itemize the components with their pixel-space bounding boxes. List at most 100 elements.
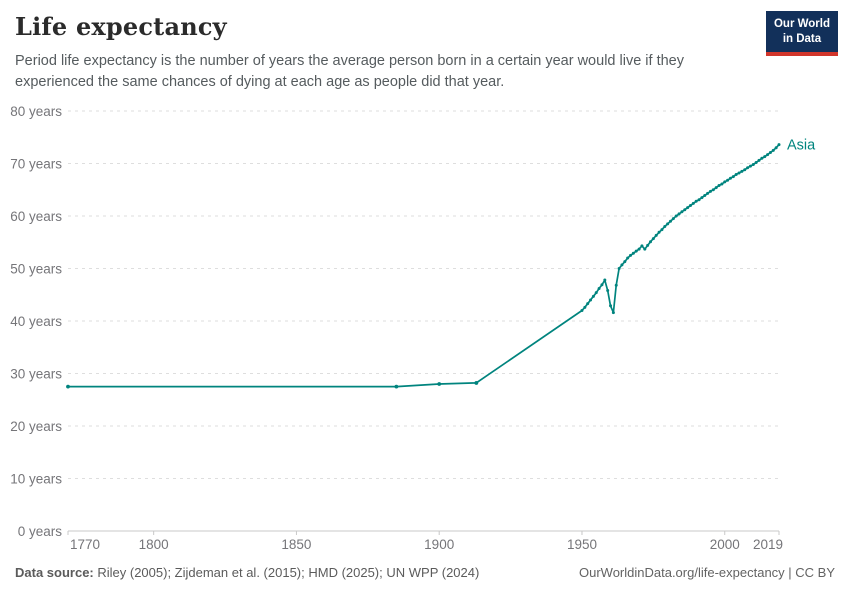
- data-point-marker[interactable]: [746, 166, 750, 170]
- data-point-marker[interactable]: [726, 178, 730, 182]
- x-axis-tick-label: 1800: [139, 537, 169, 552]
- data-point-marker[interactable]: [743, 168, 747, 172]
- data-point-marker[interactable]: [646, 243, 650, 247]
- data-point-marker[interactable]: [640, 244, 644, 248]
- data-point-marker[interactable]: [660, 228, 664, 232]
- data-point-marker[interactable]: [580, 309, 584, 312]
- data-point-marker[interactable]: [723, 180, 727, 184]
- data-point-marker[interactable]: [657, 230, 661, 234]
- data-point-marker[interactable]: [740, 169, 744, 173]
- y-axis-tick-label: 40 years: [10, 314, 62, 329]
- data-point-marker[interactable]: [671, 217, 675, 221]
- data-point-marker[interactable]: [586, 302, 590, 306]
- data-point-marker[interactable]: [717, 184, 721, 188]
- data-point-marker[interactable]: [583, 305, 587, 309]
- data-point-marker[interactable]: [737, 171, 741, 175]
- data-source-note: Data source: Riley (2005); Zijdeman et a…: [15, 565, 479, 580]
- data-point-marker[interactable]: [591, 294, 595, 298]
- data-point-marker[interactable]: [623, 260, 627, 264]
- data-point-marker[interactable]: [774, 146, 778, 150]
- data-point-marker[interactable]: [668, 219, 672, 223]
- data-point-marker[interactable]: [620, 263, 624, 267]
- data-point-marker[interactable]: [777, 143, 781, 147]
- x-axis-tick-label: 2000: [710, 537, 740, 552]
- y-axis-tick-label: 20 years: [10, 419, 62, 434]
- data-point-marker[interactable]: [674, 214, 678, 218]
- owid-logo-line1: Our World: [773, 18, 830, 30]
- data-point-marker[interactable]: [600, 283, 604, 287]
- data-point-marker[interactable]: [766, 153, 770, 157]
- chart-area: 0 years 10 years 20 years 30 years 40 years 5…: [0, 96, 850, 556]
- data-point-marker[interactable]: [703, 194, 707, 198]
- owid-logo[interactable]: Our World in Data: [765, 11, 838, 56]
- data-point-marker[interactable]: [614, 283, 618, 287]
- data-point-marker[interactable]: [649, 240, 653, 244]
- data-point-marker[interactable]: [757, 158, 761, 162]
- data-point-marker[interactable]: [666, 222, 670, 226]
- y-axis-tick-label: 60 years: [10, 209, 62, 224]
- y-axis-tick-label: 80 years: [10, 104, 62, 119]
- series-entity-label[interactable]: Asia: [787, 138, 816, 154]
- chart-footer: Data source: Riley (2005); Zijdeman et a…: [0, 565, 850, 580]
- data-point-marker[interactable]: [651, 237, 655, 241]
- data-point-marker[interactable]: [694, 199, 698, 203]
- data-point-marker[interactable]: [680, 210, 684, 214]
- data-point-marker[interactable]: [763, 155, 767, 159]
- data-point-marker[interactable]: [394, 384, 399, 389]
- data-point-marker[interactable]: [700, 196, 704, 200]
- data-point-marker[interactable]: [714, 186, 718, 190]
- data-point-marker[interactable]: [629, 253, 633, 257]
- data-point-marker[interactable]: [637, 247, 641, 251]
- data-point-marker[interactable]: [597, 286, 601, 290]
- data-point-marker[interactable]: [611, 311, 615, 315]
- data-point-marker[interactable]: [683, 208, 687, 212]
- data-point-marker[interactable]: [751, 163, 755, 167]
- chart-subtitle: Period life expectancy is the number of …: [15, 53, 684, 91]
- data-point-marker[interactable]: [760, 156, 764, 160]
- data-point-marker[interactable]: [654, 233, 658, 237]
- data-point-marker[interactable]: [634, 249, 638, 253]
- data-point-marker[interactable]: [768, 150, 772, 154]
- line-series-asia[interactable]: [67, 143, 780, 388]
- attribution-link[interactable]: OurWorldinData.org/life-expectancy | CC …: [578, 565, 835, 580]
- data-point-marker[interactable]: [734, 173, 738, 177]
- data-point-marker[interactable]: [697, 198, 701, 202]
- x-axis-tick-label: 1950: [567, 537, 597, 552]
- data-point-marker[interactable]: [728, 176, 732, 180]
- data-point-marker[interactable]: [711, 188, 715, 192]
- data-point-marker[interactable]: [748, 164, 752, 168]
- chart-svg[interactable]: 0 years 10 years 20 years 30 years 40 years 5…: [0, 96, 850, 556]
- data-point-marker[interactable]: [626, 256, 630, 260]
- data-point-marker[interactable]: [706, 191, 710, 195]
- y-axis-tick-label: 0 years: [18, 524, 63, 539]
- data-point-marker[interactable]: [731, 175, 735, 179]
- data-point-marker[interactable]: [437, 382, 442, 386]
- x-axis-tick-label: 2019: [753, 537, 783, 552]
- data-point-marker[interactable]: [771, 148, 775, 152]
- data-point-marker[interactable]: [603, 278, 607, 282]
- data-point-marker[interactable]: [66, 384, 70, 389]
- x-axis-tick-label: 1850: [281, 537, 311, 552]
- data-point-marker[interactable]: [663, 225, 667, 228]
- data-point-marker[interactable]: [606, 289, 610, 293]
- data-point-marker[interactable]: [609, 304, 613, 308]
- data-point-marker[interactable]: [691, 201, 695, 205]
- data-point-marker[interactable]: [708, 189, 712, 193]
- data-point-marker[interactable]: [589, 298, 593, 302]
- y-axis-tick-label: 70 years: [10, 157, 62, 172]
- data-point-marker[interactable]: [594, 291, 598, 295]
- data-point-marker[interactable]: [754, 160, 758, 164]
- page-title: Life expectancy: [15, 12, 227, 41]
- y-axis-tick-label: 50 years: [10, 262, 62, 277]
- data-point-marker[interactable]: [688, 204, 692, 207]
- data-point-marker[interactable]: [686, 206, 690, 210]
- data-point-marker[interactable]: [631, 251, 635, 255]
- data-point-marker[interactable]: [474, 381, 479, 385]
- data-point-marker[interactable]: [720, 182, 724, 186]
- owid-logo-line2: in Data: [782, 32, 822, 45]
- x-axis-tick-label: 1900: [424, 537, 454, 552]
- data-point-marker[interactable]: [643, 247, 647, 251]
- data-point-marker[interactable]: [677, 212, 681, 216]
- data-point-marker[interactable]: [617, 267, 621, 270]
